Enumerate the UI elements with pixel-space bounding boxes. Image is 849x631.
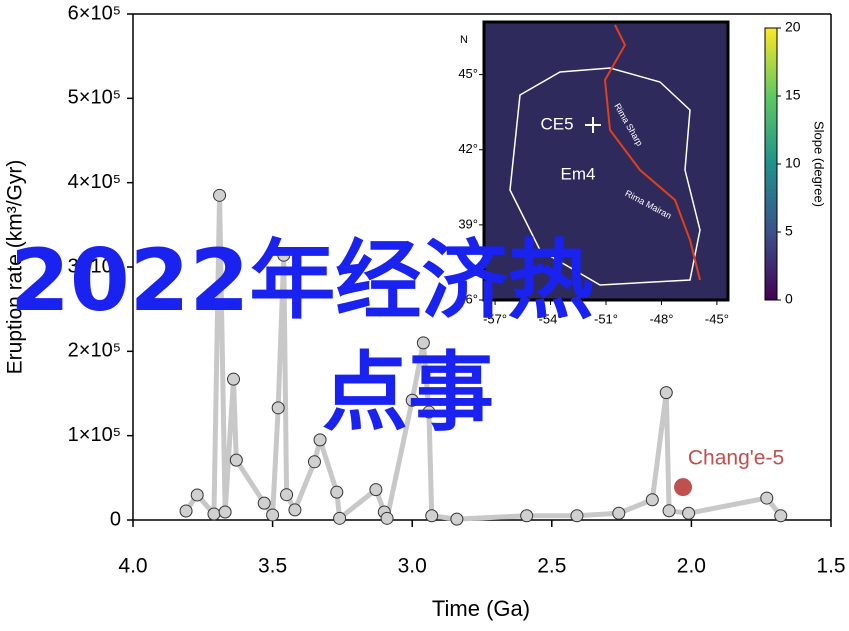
y-tick-label: 2×10⁵ <box>68 340 121 362</box>
x-tick-label: 2.5 <box>537 555 566 578</box>
x-axis-label: Time (Ga) <box>432 596 530 621</box>
colorbar-tick-label: 0 <box>785 291 793 307</box>
colorbar-tick-label: 20 <box>785 19 801 35</box>
data-point <box>380 511 394 525</box>
highlight-label: Chang'e-5 <box>688 447 784 470</box>
data-point <box>266 508 280 522</box>
data-point <box>682 506 696 520</box>
inset-label: Em4 <box>561 164 596 183</box>
inset-label: CE5 <box>540 114 573 133</box>
data-point <box>760 491 774 505</box>
data-point <box>280 488 294 502</box>
inset-x-tick-label: -45° <box>705 311 729 326</box>
data-point <box>330 485 344 499</box>
data-point <box>520 509 534 523</box>
y-tick-label: 1×10⁵ <box>68 424 121 446</box>
inset-map: -57° -54° -51° -48° -45°45°42°39°36°NCE5Em4R… <box>440 15 830 330</box>
rima-path <box>603 24 701 281</box>
y-axis-label: Eruption rate (km³/Gyr) <box>4 160 27 375</box>
colorbar-tick-label: 5 <box>785 223 793 239</box>
data-point <box>229 453 243 467</box>
y-tick-label: 6×10⁵ <box>68 2 121 24</box>
landing-site <box>585 117 601 133</box>
data-point <box>450 512 464 526</box>
data-point <box>313 433 327 447</box>
inset-frame <box>482 20 730 302</box>
mare-outline <box>509 67 701 286</box>
inset-y-tick-label: 39° <box>458 216 478 231</box>
data-point <box>213 188 227 202</box>
data-point <box>179 504 193 518</box>
inset-y-tick-label: 42° <box>458 141 478 156</box>
data-point <box>774 509 788 523</box>
data-point <box>227 372 241 386</box>
highlight-point <box>674 478 693 497</box>
y-tick-label: 3×10⁵ <box>68 255 121 277</box>
data-point <box>570 509 584 523</box>
data-point <box>662 504 676 518</box>
inset-x-tick-label: -51° <box>594 311 618 326</box>
x-tick-label: 2.0 <box>677 555 706 578</box>
inset-x-tick-label: -54° <box>539 311 563 326</box>
inset-x-tick-label: -57° <box>483 311 507 326</box>
data-point <box>422 405 436 419</box>
inset-y-tick-label: 45° <box>458 66 478 81</box>
data-point <box>257 496 271 510</box>
data-point <box>369 483 383 497</box>
data-point <box>333 511 347 525</box>
inset-x-tick-label: -48° <box>649 311 673 326</box>
y-tick-label: 4×10⁵ <box>68 171 121 193</box>
data-point <box>307 455 321 469</box>
x-tick-label: 1.5 <box>816 555 845 578</box>
north-label: N <box>460 34 468 46</box>
colorbar <box>764 27 778 301</box>
x-tick-label: 4.0 <box>118 555 147 578</box>
data-point <box>425 509 439 523</box>
data-point <box>218 505 232 519</box>
data-point <box>405 393 419 407</box>
x-tick-label: 3.5 <box>258 555 287 578</box>
y-tick-label: 5×10⁵ <box>68 87 121 109</box>
data-point <box>207 507 221 521</box>
data-point <box>288 503 302 517</box>
data-point <box>271 401 285 415</box>
series-line <box>183 192 783 522</box>
y-tick-label: 0 <box>110 508 121 530</box>
colorbar-label: Slope (degree) <box>812 121 827 207</box>
data-point <box>416 336 430 350</box>
data-point <box>659 386 673 400</box>
data-point <box>277 248 291 262</box>
inset-y-tick-label: 36° <box>458 291 478 306</box>
x-tick-label: 3.0 <box>398 555 427 578</box>
data-point <box>645 493 659 507</box>
data-point <box>190 488 204 502</box>
colorbar-tick-label: 15 <box>785 87 801 103</box>
colorbar-tick-label: 10 <box>785 155 801 171</box>
data-point <box>612 506 626 520</box>
